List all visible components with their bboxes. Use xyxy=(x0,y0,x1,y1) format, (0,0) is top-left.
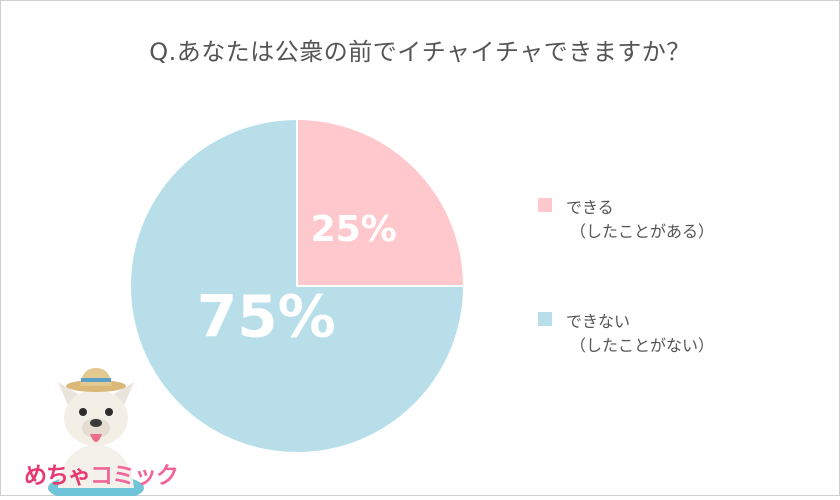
legend-sublabel-cannot: （したことがない） xyxy=(570,336,715,355)
brand-logo-text: めちゃコミック xyxy=(24,463,179,489)
pie-label-can: 25% xyxy=(311,209,397,250)
legend-label-cannot: できない xyxy=(566,312,631,331)
legend-sublabel-can: （したことがある） xyxy=(570,222,715,241)
legend-label-can: できる xyxy=(566,198,614,217)
legend-swatch-can xyxy=(538,198,552,212)
legend-swatch-cannot xyxy=(538,312,552,326)
pie-label-cannot: 75% xyxy=(197,283,336,351)
dog-mascot-icon xyxy=(48,368,144,500)
pie-slice-cannot xyxy=(129,117,466,454)
chart-title: Q.あなたは公衆の前でイチャイチャできますか？ xyxy=(149,38,691,66)
brand-logo: めちゃコミック xyxy=(18,360,188,500)
pie-slice-can xyxy=(296,117,466,287)
